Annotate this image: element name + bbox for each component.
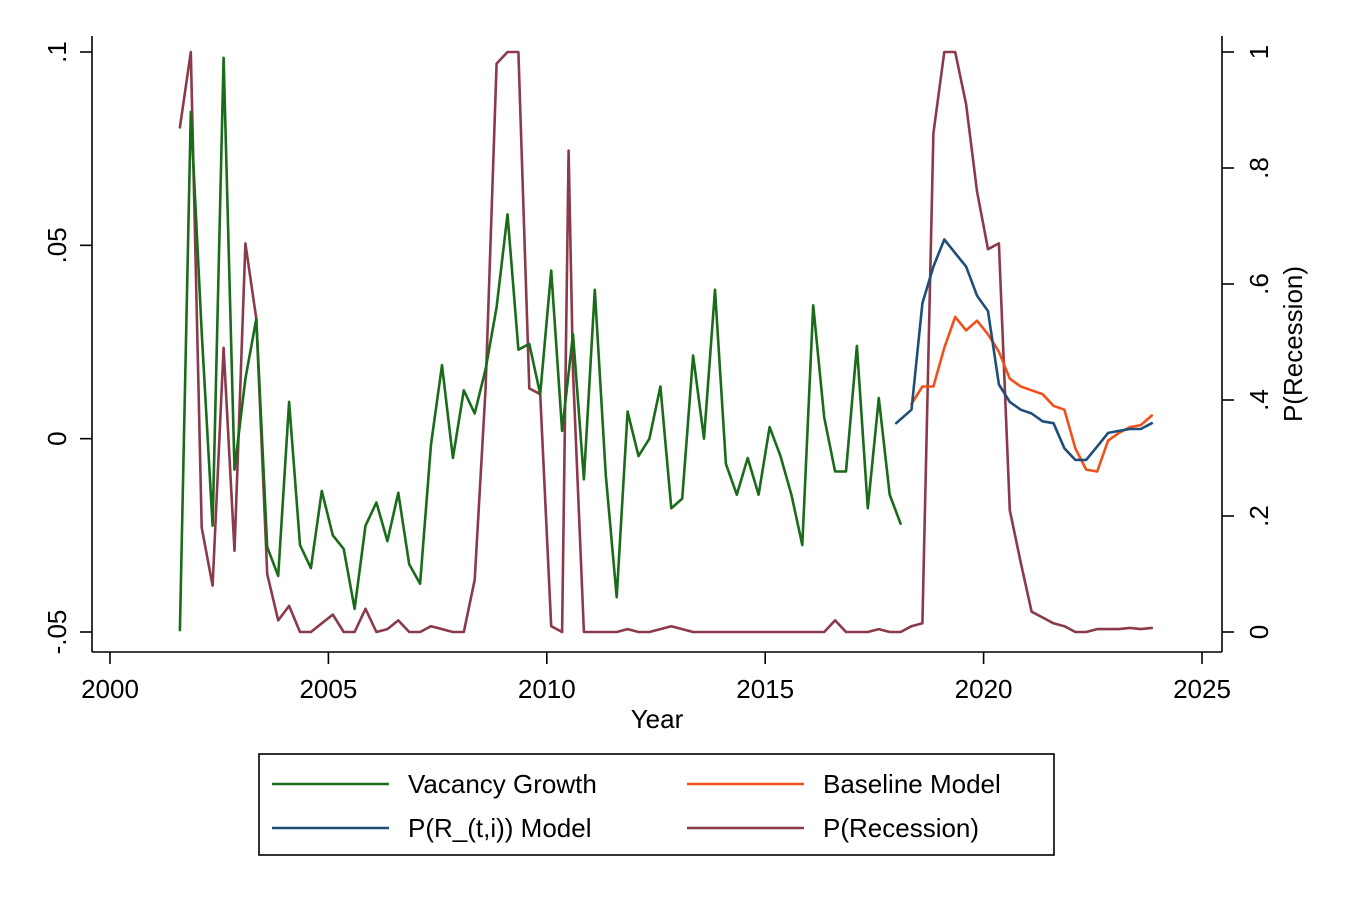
- legend-label-vacancy-growth: Vacancy Growth: [408, 769, 597, 799]
- x-tick-label-2005: 2005: [299, 674, 357, 704]
- x-tick-label-2000: 2000: [81, 674, 139, 704]
- x-tick-label-2015: 2015: [736, 674, 794, 704]
- series-line-vacancy-growth: [178, 56, 902, 632]
- series-group: [178, 50, 1154, 634]
- series-line-baseline-model: [910, 315, 1154, 473]
- legend-label-p-recession: P(Recession): [823, 813, 979, 843]
- axes: [91, 36, 1223, 653]
- series-line-p-r-t-i-model: [894, 238, 1154, 462]
- y2-tick-label-4: .4: [1244, 389, 1274, 411]
- y2-tick-label-0: 0: [1244, 625, 1274, 639]
- legend-label-baseline-model: Baseline Model: [823, 769, 1001, 799]
- x-tick-label-2010: 2010: [518, 674, 576, 704]
- x-tick-label-2025: 2025: [1173, 674, 1231, 704]
- y2-tick-label-6: .6: [1244, 273, 1274, 295]
- series-line-p-recession: [178, 50, 1154, 634]
- x-tick-label-2020: 2020: [955, 674, 1013, 704]
- y2-tick-label-1: 1: [1244, 45, 1274, 59]
- y2-axis-title: P(Recession): [1278, 266, 1308, 422]
- y-tick-label-05: .05: [42, 227, 72, 263]
- legend-label-pr-model: P(R_(t,i)) Model: [408, 813, 591, 843]
- x-ticks: 2000 2005 2010 2015 2020 2025: [81, 652, 1231, 704]
- y-tick-label-05: -.05: [42, 610, 72, 655]
- y-ticks-right: 0 .2 .4 .6 .8 1: [1222, 45, 1274, 639]
- y-tick-label-0: 0: [42, 431, 72, 445]
- legend: Vacancy Growth Baseline Model P(R_(t,i))…: [258, 753, 1055, 856]
- y2-tick-label-2: .2: [1244, 505, 1274, 527]
- y-ticks-left: -.05 0 .05 .1: [42, 41, 92, 654]
- y-tick-label-1: .1: [42, 41, 72, 63]
- x-axis-title: Year: [631, 704, 684, 734]
- y2-tick-label-8: .8: [1244, 157, 1274, 179]
- legend-box: [258, 753, 1055, 856]
